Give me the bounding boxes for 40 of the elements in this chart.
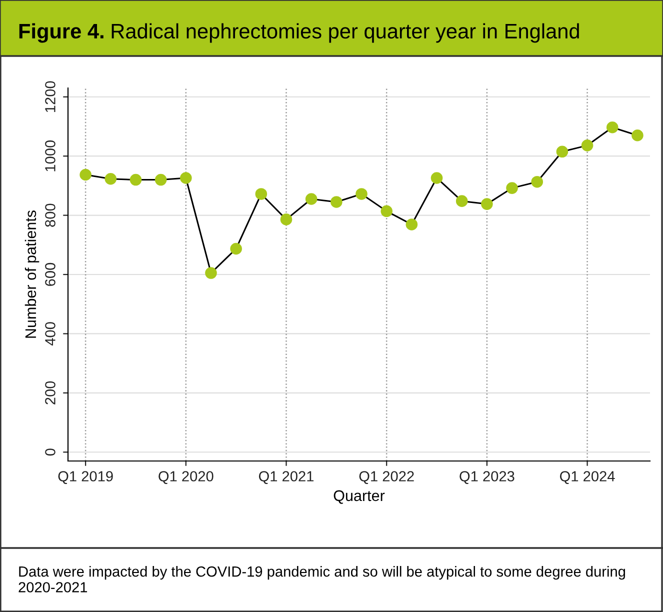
y-tick-label: 800 xyxy=(45,204,56,227)
chart-title: Figure 4. Radical nephrectomies per quarter year in England xyxy=(19,23,579,43)
point xyxy=(230,242,242,255)
y-tick-label: 1200 xyxy=(45,81,56,112)
text: Data were impacted by the COVID-19 pandemic and so will be atypical to some degree during 2020-2021 xyxy=(18,566,626,592)
point xyxy=(380,205,392,218)
point xyxy=(581,140,594,152)
x-tick-label: Q1 2023 xyxy=(460,471,514,484)
y-tick-label: 400 xyxy=(45,322,56,346)
y-tick-label: 200 xyxy=(45,381,56,404)
x-tick-label: Q1 2021 xyxy=(258,471,314,484)
point xyxy=(531,176,544,188)
point xyxy=(556,146,568,158)
point xyxy=(154,174,167,186)
point xyxy=(305,193,318,205)
point xyxy=(180,172,192,184)
point xyxy=(330,196,342,208)
point xyxy=(356,188,368,200)
point xyxy=(205,267,217,279)
point xyxy=(632,129,644,142)
y-tick-label: 0 xyxy=(45,448,56,456)
x-tick-label: Q1 2019 xyxy=(58,471,113,484)
y-tick-label: 600 xyxy=(45,262,56,286)
point xyxy=(606,121,618,134)
y-tick-label: 1000 xyxy=(45,140,56,172)
point xyxy=(406,218,418,230)
point xyxy=(104,172,117,185)
point xyxy=(255,188,268,200)
x-tick-label: Q1 2022 xyxy=(359,471,414,484)
point xyxy=(481,198,493,210)
point xyxy=(506,182,518,194)
x-tick-label: Q1 2024 xyxy=(560,471,615,484)
x-tick-label: Q1 2020 xyxy=(158,471,214,484)
point xyxy=(130,174,142,186)
point xyxy=(430,172,443,184)
point xyxy=(80,168,92,181)
point xyxy=(280,214,292,226)
x-axis-title: Quarter xyxy=(334,490,385,504)
y-axis-title: Number of patients xyxy=(24,210,40,338)
point xyxy=(456,195,468,207)
